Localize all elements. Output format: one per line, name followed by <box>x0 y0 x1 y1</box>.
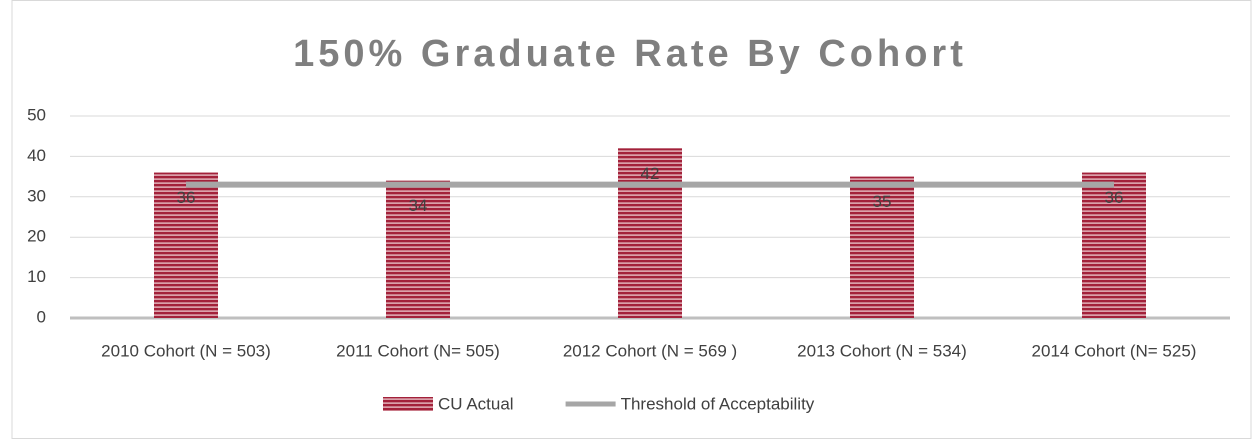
y-tick-label: 10 <box>27 267 46 286</box>
legend-label: CU Actual <box>438 394 514 413</box>
x-tick-label: 2010 Cohort (N = 503) <box>101 341 271 360</box>
y-tick-label: 0 <box>37 307 46 326</box>
bar <box>386 180 450 318</box>
data-label: 42 <box>641 164 660 183</box>
x-tick-label: 2011 Cohort (N= 505) <box>336 341 500 360</box>
legend-label: Threshold of Acceptability <box>621 394 815 413</box>
data-label: 36 <box>177 188 196 207</box>
data-label: 34 <box>409 196 428 215</box>
bar <box>1082 172 1146 318</box>
legend-swatch <box>383 397 433 411</box>
bar <box>850 176 914 318</box>
y-tick-label: 40 <box>27 146 46 165</box>
y-tick-label: 30 <box>27 186 46 205</box>
bar <box>154 172 218 318</box>
y-tick-label: 20 <box>27 227 46 246</box>
x-tick-label: 2013 Cohort (N = 534) <box>797 341 967 360</box>
data-label: 36 <box>1105 188 1124 207</box>
chart-title: 150% Graduate Rate By Cohort <box>293 33 967 75</box>
x-tick-label: 2014 Cohort (N= 525) <box>1032 341 1197 360</box>
data-label: 35 <box>873 192 892 211</box>
bar <box>618 148 682 318</box>
x-tick-label: 2012 Cohort (N = 569 ) <box>563 341 737 360</box>
y-tick-label: 50 <box>27 105 46 124</box>
